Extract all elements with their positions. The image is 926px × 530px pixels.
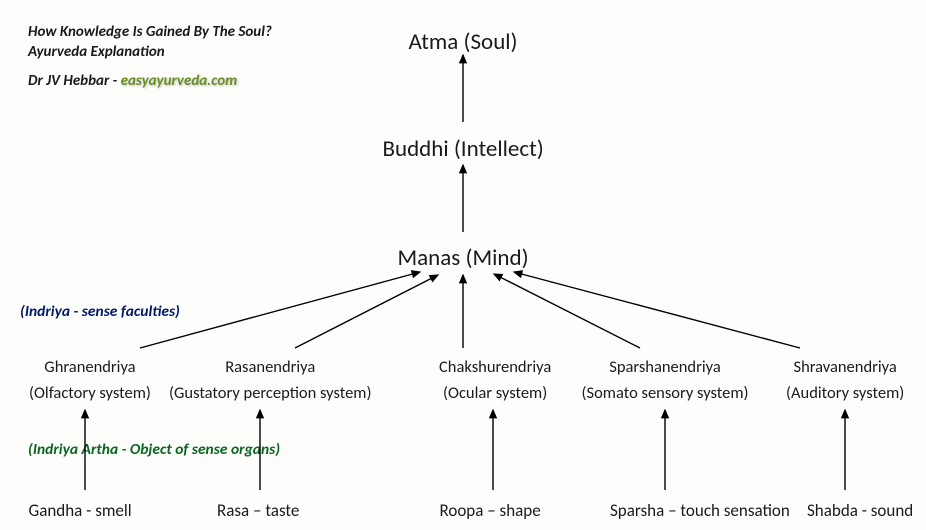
title-line1: How Knowledge Is Gained By The Soul?: [28, 22, 272, 42]
label-indriya: (Indriya - sense faculties): [20, 302, 180, 321]
sense-system: (Auditory system): [786, 381, 904, 407]
byline: Dr JV Hebbar - easyayurveda.com: [28, 72, 237, 90]
object-shabda: Shabda - sound: [807, 500, 913, 521]
object-rasa: Rasa – taste: [217, 500, 299, 521]
object-gandha: Gandha - smell: [29, 500, 132, 521]
node-atma: Atma (Soul): [409, 28, 518, 56]
sense-system: (Somato sensory system): [582, 381, 749, 407]
sense-name: Chakshurendriya: [439, 355, 551, 381]
byline-sep: -: [109, 72, 120, 90]
node-buddhi: Buddhi (Intellect): [383, 135, 544, 163]
sense-name: Shravanendriya: [786, 355, 904, 381]
object-roopa: Roopa – shape: [440, 500, 541, 521]
site-name: easyayurveda.com: [121, 72, 238, 90]
sense-name: Ghranendriya: [29, 355, 151, 381]
object-sparsha: Sparsha – touch sensation: [610, 500, 790, 521]
node-manas: Manas (Mind): [398, 244, 529, 272]
diagram-title: How Knowledge Is Gained By The Soul? Ayu…: [28, 22, 272, 63]
sense-sparshanendriya: Sparshanendriya (Somato sensory system): [582, 355, 749, 406]
sense-system: (Olfactory system): [29, 381, 151, 407]
sense-system: (Ocular system): [439, 381, 551, 407]
sense-name: Rasanendriya: [169, 355, 371, 381]
label-artha: (Indriya Artha - Object of sense organs): [28, 440, 280, 459]
sense-rasanendriya: Rasanendriya (Gustatory perception syste…: [169, 355, 371, 406]
sense-shravanendriya: Shravanendriya (Auditory system): [786, 355, 904, 406]
sense-system: (Gustatory perception system): [169, 381, 371, 407]
title-line2: Ayurveda Explanation: [28, 42, 272, 62]
sense-chakshurendriya: Chakshurendriya (Ocular system): [439, 355, 551, 406]
sense-name: Sparshanendriya: [582, 355, 749, 381]
author-name: Dr JV Hebbar: [28, 72, 109, 90]
sense-ghranendriya: Ghranendriya (Olfactory system): [29, 355, 151, 406]
